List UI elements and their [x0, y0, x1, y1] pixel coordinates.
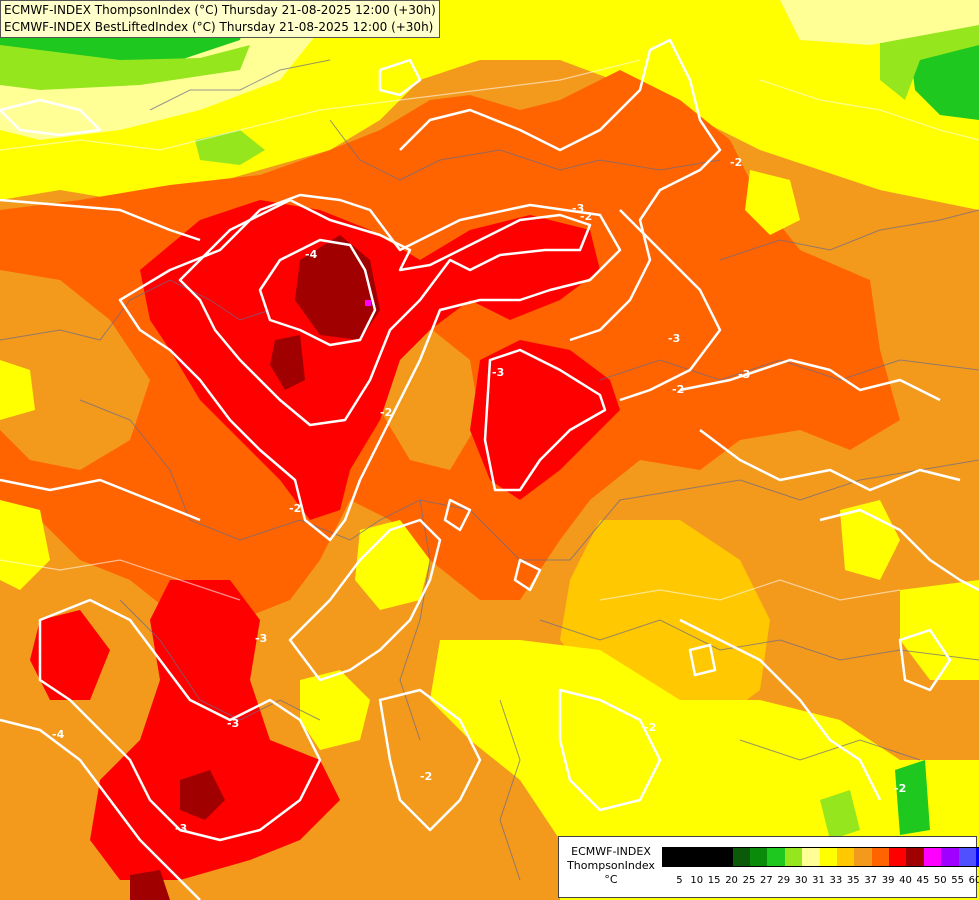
legend-swatch — [819, 848, 837, 866]
legend-tick-label: 29 — [777, 875, 791, 886]
contour-label: -3 — [668, 332, 680, 345]
contour-label: -2 — [730, 156, 742, 169]
contour-labels: -4 -3 -2 -3 -2 -3 -2 -3 -2 -3 -2 -3 -4 -… — [52, 156, 906, 835]
legend-swatch — [941, 848, 959, 866]
yellow-patch-east — [840, 500, 900, 580]
legend-swatch — [767, 848, 785, 866]
contour-label: -2 — [420, 770, 432, 783]
legend-swatch — [749, 848, 768, 866]
red-region-north — [140, 200, 600, 520]
title-line-best-lifted-index: ECMWF-INDEX BestLiftedIndex (°C) Thursda… — [4, 20, 434, 34]
color-legend: ECMWF-INDEX ThompsonIndex °C 5 10 15 20 25 27… — [558, 836, 979, 898]
green-patch-se — [895, 760, 930, 835]
red-patch-south — [30, 610, 110, 700]
red-region-center — [470, 340, 620, 500]
lime-patch-north — [195, 130, 265, 165]
orange-patch-west — [0, 270, 150, 470]
legend-tick-label: 40 — [899, 875, 912, 886]
legend-swatch — [923, 848, 942, 866]
legend-tick-label: 55 — [951, 875, 964, 886]
legend-tick-spacer — [662, 875, 671, 886]
legend-tick-label: 33 — [829, 875, 843, 886]
secondary-contours — [0, 59, 979, 601]
legend-tick-label: 39 — [881, 875, 895, 886]
dark-red-core-south — [180, 770, 225, 820]
contour-label: -3 — [492, 366, 504, 379]
green-region-ne — [910, 40, 979, 120]
legend-swatch — [784, 848, 803, 866]
contour-label: -2 — [672, 383, 684, 396]
contour-label: -4 — [305, 248, 318, 261]
contour-label: -4 — [52, 728, 65, 741]
legend-swatch — [680, 848, 698, 866]
contour-label: -2 — [289, 502, 301, 515]
legend-swatch — [802, 848, 820, 866]
legend-swatch — [906, 848, 924, 866]
lifted-index-contours — [0, 38, 979, 900]
contour-label: -2 — [380, 406, 392, 419]
legend-model: ECMWF-INDEX — [571, 845, 651, 858]
yellow-patch-far-east — [900, 580, 979, 680]
magenta-dot — [365, 300, 371, 306]
contour-label: -3 — [175, 822, 187, 835]
yellow-patch-ne — [745, 170, 800, 235]
yellow-patch-center — [355, 520, 430, 610]
lime-region-ne — [880, 20, 979, 100]
contour-label: -3 — [255, 632, 267, 645]
legend-ticks: 5 10 15 20 25 27 29 30 31 33 35 37 39 40 45 50 55 60 — [662, 875, 979, 886]
dark-red-core-small — [270, 335, 305, 390]
legend-swatch — [976, 848, 979, 866]
legend-unit: °C — [604, 873, 618, 886]
contour-label: -3 — [738, 368, 750, 381]
legend-tick-label: 50 — [933, 875, 947, 886]
legend-tick-label: 25 — [742, 875, 756, 886]
legend-swatch — [697, 848, 716, 866]
legend-swatch — [871, 848, 890, 866]
contour-label: -3 — [572, 202, 584, 215]
legend-tick-label: 15 — [707, 875, 721, 886]
legend-tick-label: 27 — [759, 875, 773, 886]
yellow-patch-south-center — [300, 670, 370, 750]
yellow-patch-sw — [0, 500, 50, 590]
contour-label: -2 — [644, 721, 656, 734]
red-region-southwest — [90, 580, 340, 880]
legend-tick-label: 5 — [676, 875, 683, 886]
contour-label: -2 — [894, 782, 906, 795]
legend-tick-label: 30 — [794, 875, 808, 886]
legend-title: ECMWF-INDEX ThompsonIndex °C — [565, 845, 657, 887]
legend-index: ThompsonIndex — [567, 859, 655, 872]
lime-patch-se — [820, 790, 860, 840]
legend-tick-label: 37 — [864, 875, 878, 886]
legend-swatch — [663, 848, 681, 866]
legend-tick-label: 35 — [846, 875, 860, 886]
yellow-patch-west — [0, 360, 35, 420]
legend-color-ramp — [662, 847, 979, 867]
legend-swatch — [732, 848, 750, 866]
legend-swatch — [889, 848, 907, 866]
light-yellow-region-ne — [780, 0, 979, 45]
legend-tick-label: 31 — [812, 875, 825, 886]
contour-label: -3 — [227, 717, 239, 730]
legend-tick-label: 45 — [916, 875, 930, 886]
legend-tick-label: 60 — [968, 875, 979, 886]
borders — [0, 59, 979, 881]
legend-swatch — [836, 848, 855, 866]
lime-region-nw — [0, 45, 250, 90]
legend-tick-label: 20 — [725, 875, 738, 886]
title-line-thompson-index: ECMWF-INDEX ThompsonIndex (°C) Thursday … — [4, 3, 436, 17]
map-title-box: ECMWF-INDEX ThompsonIndex (°C) Thursday … — [0, 0, 440, 38]
contour-label: -2 — [580, 210, 592, 223]
dark-red-core-southwest — [130, 870, 170, 900]
legend-tick-label: 10 — [690, 875, 704, 886]
legend-swatch — [958, 848, 977, 866]
legend-swatch — [854, 848, 872, 866]
legend-swatch — [715, 848, 733, 866]
